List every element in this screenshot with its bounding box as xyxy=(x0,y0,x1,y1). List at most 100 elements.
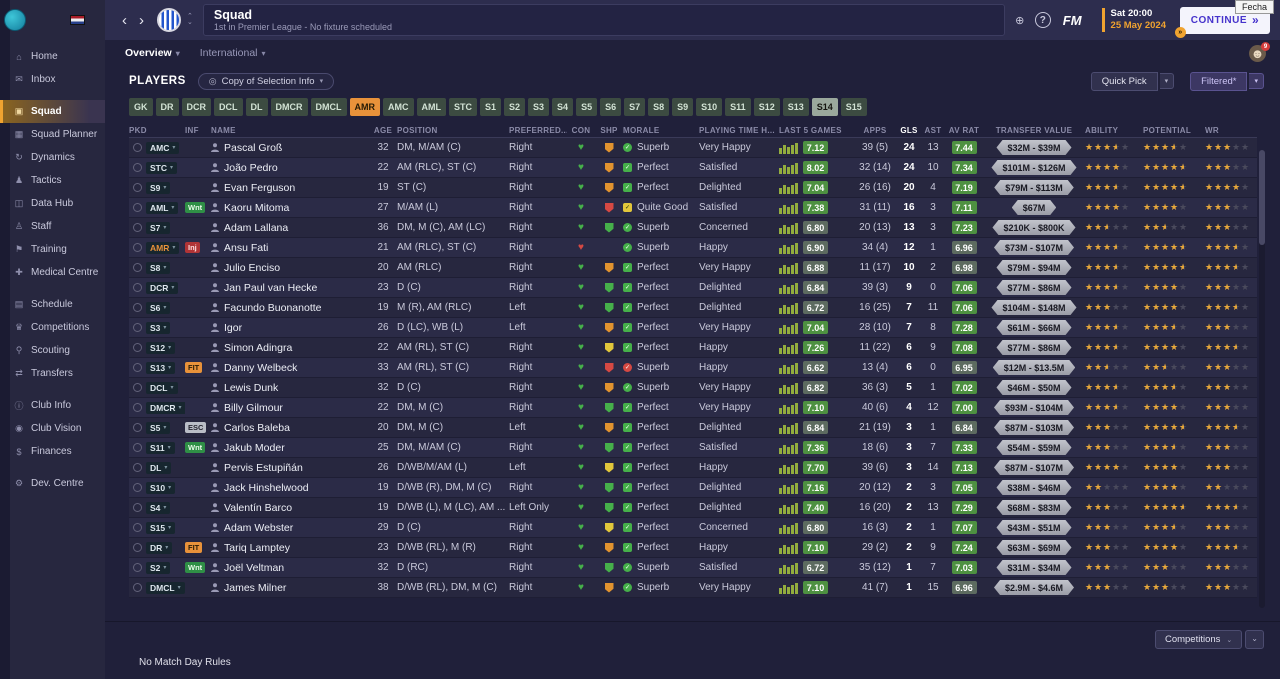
table-row[interactable]: DR ▾ FIT Tariq Lamptey 23 D/WB (RL), M (… xyxy=(129,538,1257,558)
filter-button-amc[interactable]: AMC xyxy=(383,98,414,116)
filter-button-s7[interactable]: S7 xyxy=(624,98,646,116)
player-name-cell[interactable]: Evan Ferguson xyxy=(211,182,369,194)
selection-circle[interactable] xyxy=(133,223,142,232)
selection-circle[interactable] xyxy=(133,463,142,472)
filter-button-amr[interactable]: AMR xyxy=(349,98,380,116)
player-name-cell[interactable]: Pascal Groß xyxy=(211,142,369,154)
fm-logo-icon[interactable] xyxy=(4,9,26,31)
column-header-ability[interactable]: ABILITY xyxy=(1085,125,1119,135)
filter-button-s5[interactable]: S5 xyxy=(576,98,598,116)
selection-circle[interactable] xyxy=(133,443,142,452)
picked-position-badge[interactable]: DCL ▾ xyxy=(146,381,178,394)
world-icon[interactable]: ⊕ xyxy=(1015,14,1025,27)
sidebar-item-dev-centre[interactable]: ⚙ Dev. Centre xyxy=(0,472,105,495)
column-header-preferred[interactable]: PREFERRED... xyxy=(509,125,567,135)
back-button[interactable]: ‹ xyxy=(119,13,130,28)
selection-circle[interactable] xyxy=(133,383,142,392)
picked-position-badge[interactable]: S2 ▾ xyxy=(146,561,171,574)
quick-pick-caret[interactable]: ▾ xyxy=(1159,73,1175,89)
player-name-cell[interactable]: Jan Paul van Hecke xyxy=(211,282,369,294)
chevron-down-icon[interactable]: ⌄ xyxy=(187,19,193,26)
picked-position-badge[interactable]: AMR ▾ xyxy=(146,241,180,254)
sidebar-item-squad-planner[interactable]: ▦ Squad Planner xyxy=(0,123,105,146)
sidebar-item-club-info[interactable]: ⓘ Club Info xyxy=(0,394,105,417)
filter-button-gk[interactable]: GK xyxy=(129,98,153,116)
column-header-potential[interactable]: POTENTIAL xyxy=(1143,125,1192,135)
competitions-dropdown[interactable]: Competitions ⌄ xyxy=(1154,630,1243,649)
selection-circle[interactable] xyxy=(133,263,142,272)
selection-circle[interactable] xyxy=(133,483,142,492)
picked-position-badge[interactable]: DR ▾ xyxy=(146,541,173,554)
table-row[interactable]: STC ▾ João Pedro 22 AM (RLC), ST (C) Rig… xyxy=(129,158,1257,178)
filter-button-dl[interactable]: DL xyxy=(245,98,268,116)
player-name-cell[interactable]: Ansu Fati xyxy=(211,242,369,254)
selection-circle[interactable] xyxy=(133,503,142,512)
table-scrollbar[interactable] xyxy=(1259,150,1265,608)
filter-button-s2[interactable]: S2 xyxy=(504,98,526,116)
player-name-cell[interactable]: Pervis Estupiñán xyxy=(211,462,369,474)
selection-circle[interactable] xyxy=(133,363,142,372)
filter-button-s14[interactable]: S14 xyxy=(811,98,838,116)
chevron-up-icon[interactable]: ⌃ xyxy=(187,13,193,20)
table-row[interactable]: S7 ▾ Adam Lallana 36 DM, M (C), AM (LC) … xyxy=(129,218,1257,238)
player-name-cell[interactable]: João Pedro xyxy=(211,162,369,174)
player-name-cell[interactable]: James Milner xyxy=(211,582,369,594)
filter-button-s4[interactable]: S4 xyxy=(552,98,574,116)
selection-circle[interactable] xyxy=(133,563,142,572)
sidebar-item-scouting[interactable]: ⚲ Scouting xyxy=(0,339,105,362)
table-row[interactable]: S15 ▾ Adam Webster 29 D (C) Right ♥ ✓ Pe… xyxy=(129,518,1257,538)
picked-position-badge[interactable]: S12 ▾ xyxy=(146,341,176,354)
selection-circle[interactable] xyxy=(133,283,142,292)
selection-circle[interactable] xyxy=(133,343,142,352)
sidebar-item-squad[interactable]: ▣ Squad xyxy=(0,100,105,123)
column-header-morale[interactable]: MORALE xyxy=(623,125,660,135)
table-row[interactable]: DMCL ▾ James Milner 38 D/WB (RL), DM, M … xyxy=(129,578,1257,598)
table-row[interactable]: DCL ▾ Lewis Dunk 32 D (C) Right ♥ ✓ Supe… xyxy=(129,378,1257,398)
player-name-cell[interactable]: Jakub Moder xyxy=(211,442,369,454)
sidebar-item-competitions[interactable]: ♛ Competitions xyxy=(0,316,105,339)
player-name-cell[interactable]: Billy Gilmour xyxy=(211,402,369,414)
picked-position-badge[interactable]: S8 ▾ xyxy=(146,261,171,274)
player-name-cell[interactable]: Facundo Buonanotte xyxy=(211,302,369,314)
column-header-position[interactable]: POSITION xyxy=(397,125,438,135)
picked-position-badge[interactable]: S15 ▾ xyxy=(146,521,176,534)
table-row[interactable]: S12 ▾ Simon Adingra 22 AM (RL), ST (C) R… xyxy=(129,338,1257,358)
filter-button-s13[interactable]: S13 xyxy=(782,98,809,116)
table-row[interactable]: S8 ▾ Julio Enciso 20 AM (RLC) Right ♥ ✓ … xyxy=(129,258,1257,278)
scrollbar-thumb[interactable] xyxy=(1259,150,1265,245)
sidebar-item-club-vision[interactable]: ◉ Club Vision xyxy=(0,417,105,440)
filter-button-dmcl[interactable]: DMCL xyxy=(310,98,347,116)
player-name-cell[interactable]: Adam Lallana xyxy=(211,222,369,234)
player-name-cell[interactable]: Lewis Dunk xyxy=(211,382,369,394)
picked-position-badge[interactable]: S4 ▾ xyxy=(146,501,171,514)
column-header-age[interactable]: AGE xyxy=(373,125,393,135)
picked-position-badge[interactable]: DMCL ▾ xyxy=(146,581,185,594)
table-row[interactable]: S13 ▾ FIT Danny Welbeck 33 AM (RL), ST (… xyxy=(129,358,1257,378)
table-row[interactable]: AMR ▾ Inj Ansu Fati 21 AM (RLC), ST (C) … xyxy=(129,238,1257,258)
column-header-last-5-games[interactable]: LAST 5 GAMES xyxy=(779,125,842,135)
filter-button-s10[interactable]: S10 xyxy=(696,98,723,116)
selection-circle[interactable] xyxy=(133,523,142,532)
player-name-cell[interactable]: Jack Hinshelwood xyxy=(211,482,369,494)
filter-button-stc[interactable]: STC xyxy=(449,98,477,116)
competitions-extra-caret[interactable]: ⌄ xyxy=(1245,630,1264,649)
manager-avatar[interactable]: ☻ 9 xyxy=(1249,42,1270,62)
picked-position-badge[interactable]: AMC ▾ xyxy=(146,141,180,154)
player-name-cell[interactable]: Kaoru Mitoma xyxy=(211,202,369,214)
table-row[interactable]: S2 ▾ Wnt Joël Veltman 32 D (RC) Right ♥ … xyxy=(129,558,1257,578)
player-name-cell[interactable]: Valentín Barco xyxy=(211,502,369,514)
picked-position-badge[interactable]: DL ▾ xyxy=(146,461,172,474)
filter-button-dmcr[interactable]: DMCR xyxy=(270,98,308,116)
club-badge[interactable] xyxy=(157,8,181,32)
player-name-cell[interactable]: Tariq Lamptey xyxy=(211,542,369,554)
selection-info-dropdown[interactable]: ◎ Copy of Selection Info ▾ xyxy=(197,72,335,90)
column-header-con[interactable]: CON xyxy=(571,125,591,135)
player-name-cell[interactable]: Joël Veltman xyxy=(211,562,369,574)
title-panel[interactable]: Squad 1st in Premier League - No fixture… xyxy=(202,4,1005,36)
player-name-cell[interactable]: Danny Welbeck xyxy=(211,362,369,374)
table-row[interactable]: AML ▾ Wnt Kaoru Mitoma 27 M/AM (L) Right… xyxy=(129,198,1257,218)
table-row[interactable]: S6 ▾ Facundo Buonanotte 19 M (R), AM (RL… xyxy=(129,298,1257,318)
sidebar-item-home[interactable]: ⌂ Home xyxy=(0,45,105,68)
filter-button-aml[interactable]: AML xyxy=(416,98,446,116)
help-icon[interactable]: ? xyxy=(1034,12,1051,28)
